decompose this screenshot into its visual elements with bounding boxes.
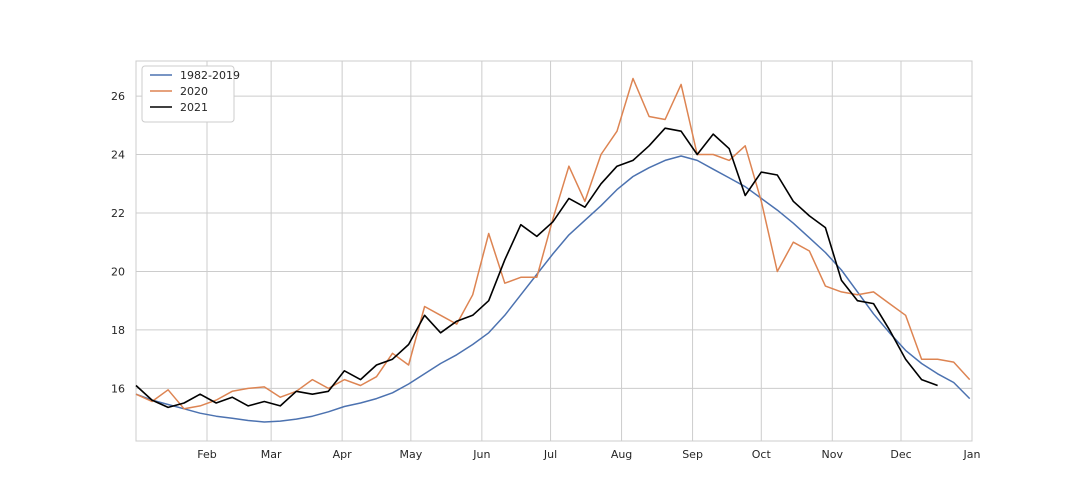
x-tick-label: Nov — [822, 448, 844, 461]
x-tick-label: Dec — [890, 448, 911, 461]
y-tick-label: 24 — [111, 149, 125, 162]
legend: 1982-2019 2020 2021 — [141, 65, 240, 123]
series-line-2020 — [135, 77, 971, 410]
legend-label: 1982-2019 — [180, 69, 240, 82]
series-lines — [135, 77, 971, 423]
legend-label: 2020 — [180, 85, 208, 98]
y-tick-label: 18 — [111, 324, 125, 337]
y-tick-label: 22 — [111, 207, 125, 220]
y-tick-label: 16 — [111, 382, 125, 395]
x-tick-label: Oct — [752, 448, 772, 461]
x-axis-ticks: Feb Mar Apr May Jun Jul Aug Sep Oct Nov Dec Jan — [197, 448, 980, 461]
legend-label: 2021 — [180, 101, 208, 114]
x-tick-label: Aug — [611, 448, 632, 461]
legend-box — [141, 65, 235, 123]
x-tick-label: May — [399, 448, 422, 461]
x-tick-label: Mar — [261, 448, 282, 461]
series-line-1982-2019 — [135, 155, 971, 423]
x-tick-label: Jan — [963, 448, 981, 461]
y-tick-label: 20 — [111, 265, 125, 278]
series-line-2021 — [135, 127, 938, 409]
x-tick-label: Apr — [333, 448, 353, 461]
x-tick-label: Jul — [543, 448, 557, 461]
x-tick-label: Jun — [472, 448, 490, 461]
y-tick-label: 26 — [111, 90, 125, 103]
plot-area-frame — [135, 60, 973, 442]
x-tick-label: Feb — [197, 448, 216, 461]
x-tick-label: Sep — [682, 448, 703, 461]
y-axis-ticks: 16 18 20 22 24 26 — [111, 90, 125, 395]
